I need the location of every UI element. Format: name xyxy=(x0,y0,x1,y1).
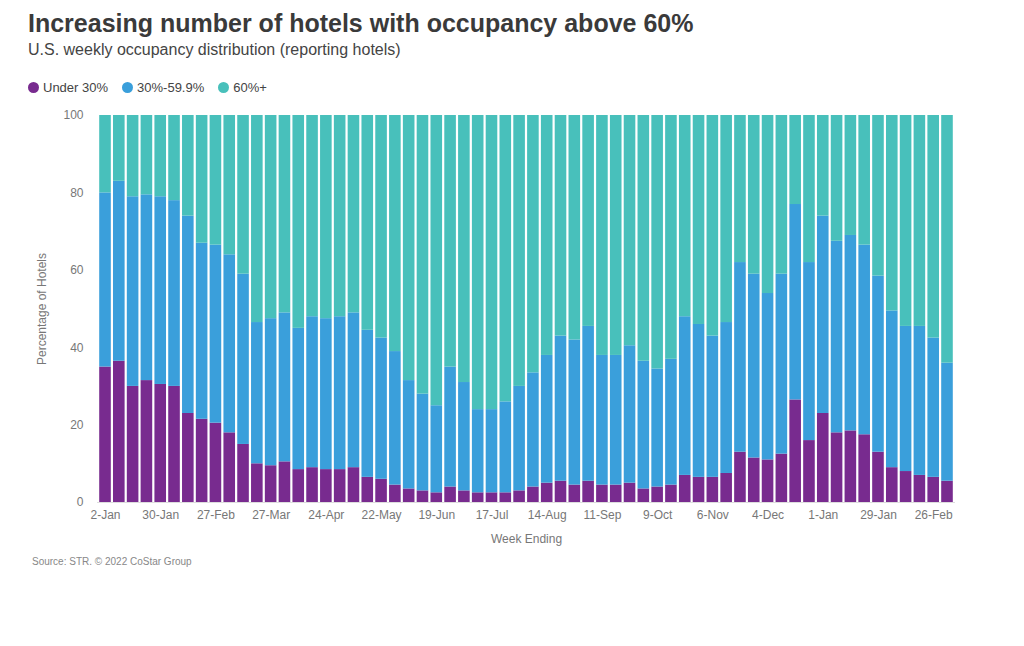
html-text:Under 30%: Under 30% xyxy=(43,80,108,95)
svg-text:30-Jan: 30-Jan xyxy=(142,508,179,522)
svg-text:11-Sep: 11-Sep xyxy=(584,508,622,522)
svg-text:29-Jan: 29-Jan xyxy=(860,508,897,522)
svg-text:17-Jul: 17-Jul xyxy=(476,508,509,522)
svg-text:100: 100 xyxy=(63,108,83,122)
svg-text:9-Oct: 9-Oct xyxy=(643,508,673,522)
svg-text:14-Aug: 14-Aug xyxy=(528,508,567,522)
html-text:Source: STR. © 2022 CoStar Gro: Source: STR. © 2022 CoStar Group xyxy=(32,556,192,567)
svg-text:40: 40 xyxy=(70,341,84,355)
svg-text:1-Jan: 1-Jan xyxy=(808,508,838,522)
svg-text:27-Mar: 27-Mar xyxy=(252,508,290,522)
svg-text:26-Feb: 26-Feb xyxy=(915,508,953,522)
svg-text:4-Dec: 4-Dec xyxy=(752,508,784,522)
svg-text:80: 80 xyxy=(70,186,84,200)
svg-text:22-May: 22-May xyxy=(362,508,402,522)
html-text:Increasing number of hotels wi: Increasing number of hotels with occupan… xyxy=(28,9,694,37)
svg-text:Percentage of Hotels: Percentage of Hotels xyxy=(35,253,49,365)
svg-text:20: 20 xyxy=(70,418,84,432)
svg-text:24-Apr: 24-Apr xyxy=(308,508,344,522)
html-text:60%+: 60%+ xyxy=(233,80,267,95)
svg-text:2-Jan: 2-Jan xyxy=(90,508,120,522)
svg-text:0: 0 xyxy=(77,495,84,509)
svg-text:19-Jun: 19-Jun xyxy=(418,508,455,522)
svg-text:60: 60 xyxy=(70,263,84,277)
html-text:30%-59.9%: 30%-59.9% xyxy=(137,80,205,95)
svg-text:6-Nov: 6-Nov xyxy=(697,508,729,522)
svg-text:Week Ending: Week Ending xyxy=(491,532,562,546)
html-text:U.S. weekly occupancy distribu: U.S. weekly occupancy distribution (repo… xyxy=(28,41,401,58)
svg-text:27-Feb: 27-Feb xyxy=(197,508,235,522)
